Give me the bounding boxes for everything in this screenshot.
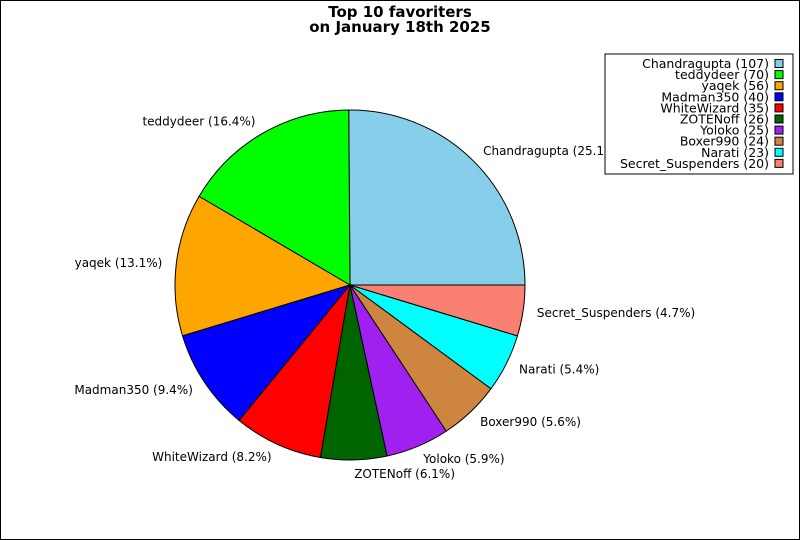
slice-label-yoloko: Yoloko (5.9%) — [422, 452, 504, 466]
legend-label-narati: Narati (23) — [701, 145, 769, 160]
pie-slice-madman350 — [181, 284, 352, 422]
slice-label-narati: Narati (5.4%) — [519, 363, 599, 377]
chart-title-line-2: on January 18th 2025 — [309, 18, 490, 36]
slice-label-yaqek: yaqek (13.1%) — [75, 256, 163, 270]
legend-swatch-whitewizard — [774, 103, 784, 113]
slice-labels: Chandragupta (25.1%) teddydeer (16.4%) yaq… — [74, 114, 695, 481]
legend-swatch-narati — [774, 147, 784, 157]
legend-label-chandragupta: Chandragupta (107) — [642, 56, 769, 71]
slice-label-madman350: Madman350 (9.4%) — [74, 383, 193, 397]
pie-slices — [174, 109, 526, 461]
slice-label-boxer990: Boxer990 (5.6%) — [480, 415, 581, 429]
legend-swatch-boxer990 — [774, 136, 784, 146]
legend-label-zotenoff: ZOTENoff (26) — [680, 112, 769, 127]
legend-label-yoloko: Yoloko (25) — [699, 123, 769, 138]
legend-box — [604, 53, 794, 175]
legend-label-boxer990: Boxer990 (24) — [680, 134, 769, 149]
legend-swatch-yoloko — [774, 125, 784, 135]
slice-label-zotenoff: ZOTENoff (6.1%) — [354, 467, 455, 481]
legend-label-whitewizard: WhiteWizard (35) — [660, 100, 769, 115]
legend-swatch-zotenoff — [774, 114, 784, 124]
legend: Chandragupta (107)teddydeer (70)yaqek (5… — [604, 53, 794, 175]
slice-label-teddydeer: teddydeer (16.4%) — [142, 114, 255, 128]
pie-slice-chandragupta — [348, 109, 526, 286]
slice-label-chandragupta: Chandragupta (25.1%) — [483, 144, 620, 158]
pie-slice-teddydeer — [198, 109, 351, 286]
chart-title-line-1: Top 10 favoriters — [328, 3, 472, 21]
legend-label-yaqek: yaqek (56) — [701, 78, 769, 93]
legend-label-secret-suspenders: Secret_Suspenders (20) — [620, 156, 769, 171]
legend-label-madman350: Madman350 (40) — [661, 89, 769, 104]
slice-label-whitewizard: WhiteWizard (8.2%) — [152, 450, 271, 464]
legend-label-teddydeer: teddydeer (70) — [675, 67, 769, 82]
legend-swatch-yaqek — [774, 81, 784, 91]
legend-swatch-chandragupta — [774, 59, 784, 68]
pie-slice-secret-suspenders — [349, 284, 526, 337]
slice-label-secret-suspenders: Secret_Suspenders (4.7%) — [537, 306, 695, 320]
legend-swatch-madman350 — [774, 92, 784, 102]
legend-swatch-teddydeer — [774, 70, 784, 80]
legend-swatch-secret-suspenders — [774, 158, 784, 168]
pie-slice-whitewizard — [238, 283, 351, 459]
pie-slice-yaqek — [174, 195, 352, 337]
